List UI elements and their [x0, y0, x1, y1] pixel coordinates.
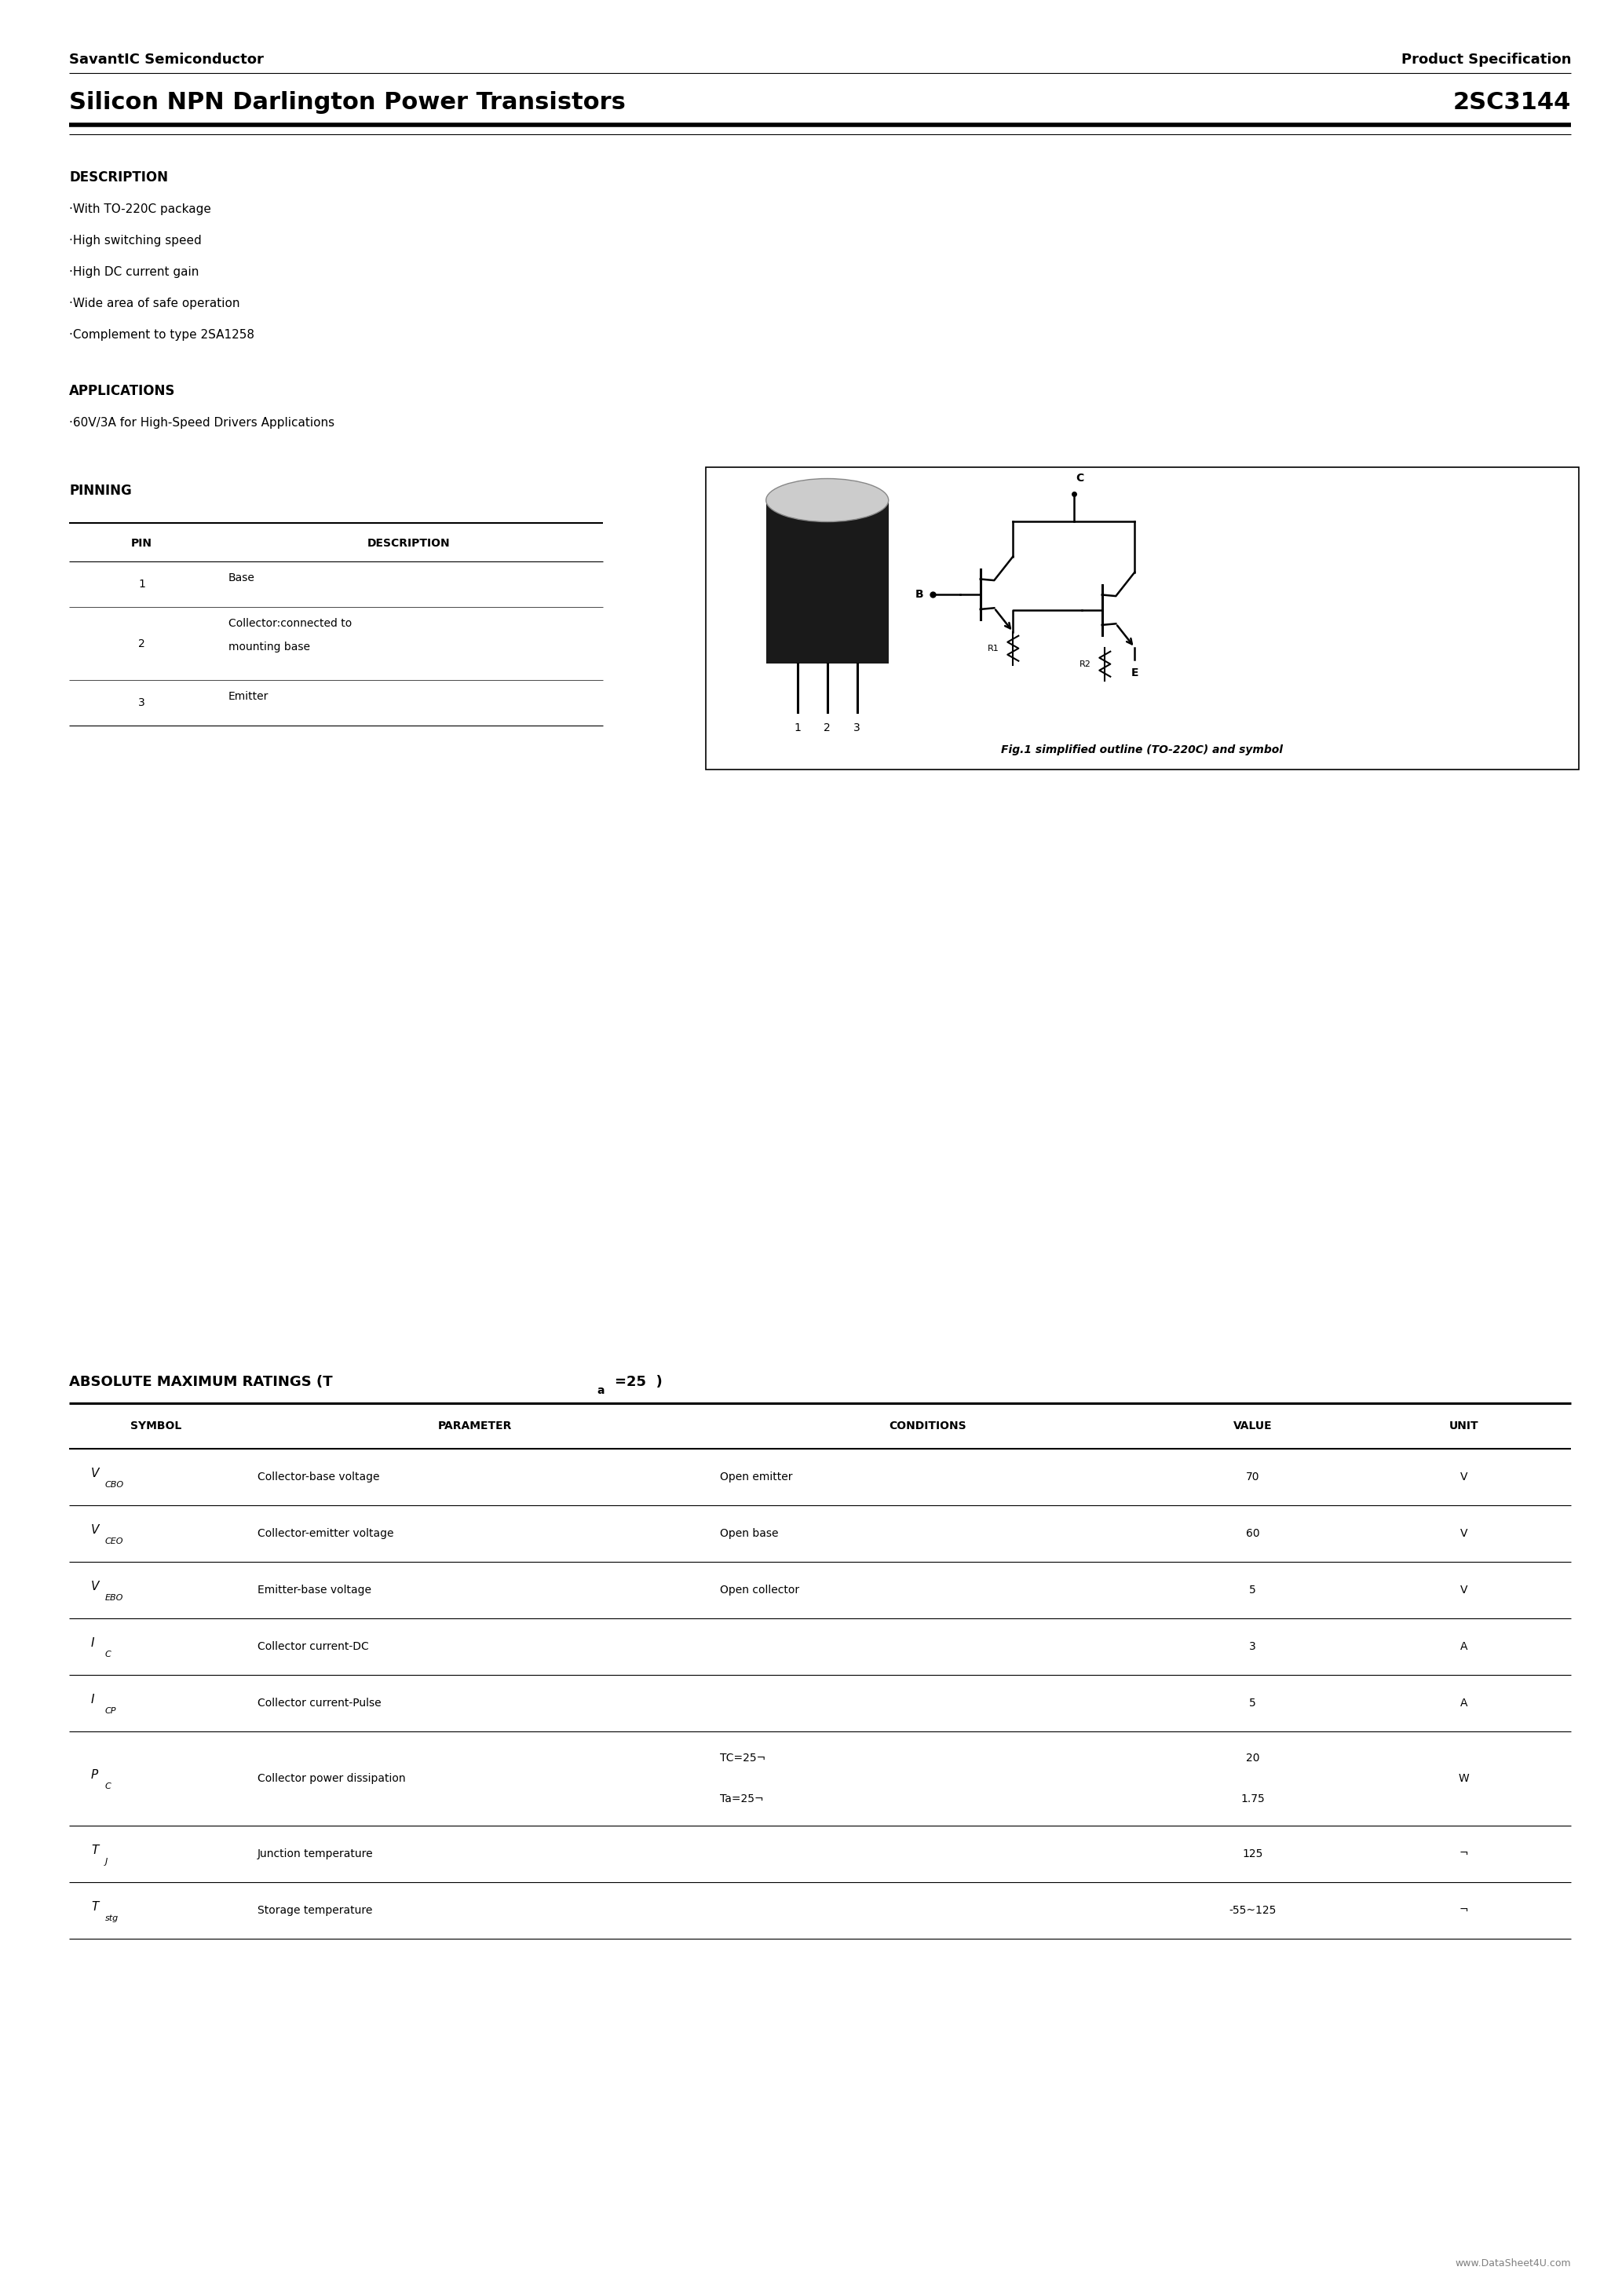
Text: ABSOLUTE MAXIMUM RATINGS (T: ABSOLUTE MAXIMUM RATINGS (T: [70, 1375, 333, 1389]
Text: Collector-emitter voltage: Collector-emitter voltage: [258, 1529, 394, 1538]
Text: V: V: [91, 1525, 99, 1536]
Text: ·High DC current gain: ·High DC current gain: [70, 266, 200, 278]
Text: PARAMETER: PARAMETER: [438, 1421, 511, 1430]
Text: CBO: CBO: [105, 1481, 125, 1488]
Text: W: W: [1458, 1773, 1470, 1784]
Text: 70: 70: [1246, 1472, 1259, 1483]
Text: VALUE: VALUE: [1233, 1421, 1272, 1430]
Text: CONDITIONS: CONDITIONS: [889, 1421, 967, 1430]
Text: C: C: [1075, 473, 1083, 484]
Text: V: V: [91, 1580, 99, 1591]
Text: 3: 3: [138, 698, 144, 709]
Text: APPLICATIONS: APPLICATIONS: [70, 383, 175, 397]
Text: =25  ): =25 ): [615, 1375, 662, 1389]
Text: ·With TO-220C package: ·With TO-220C package: [70, 204, 211, 216]
Text: 2SC3144: 2SC3144: [1453, 92, 1572, 115]
Text: I: I: [91, 1637, 94, 1649]
Text: UNIT: UNIT: [1448, 1421, 1478, 1430]
Text: CEO: CEO: [105, 1538, 123, 1545]
Text: Storage temperature: Storage temperature: [258, 1906, 373, 1915]
Text: V: V: [91, 1467, 99, 1479]
Text: V: V: [1460, 1529, 1468, 1538]
Text: Open emitter: Open emitter: [720, 1472, 793, 1483]
Text: C: C: [105, 1651, 112, 1658]
Text: 1: 1: [793, 723, 801, 732]
Text: Collector current-Pulse: Collector current-Pulse: [258, 1697, 381, 1708]
Text: ·60V/3A for High-Speed Drivers Applications: ·60V/3A for High-Speed Drivers Applicati…: [70, 418, 334, 429]
Text: Open collector: Open collector: [720, 1584, 800, 1596]
Text: 3: 3: [1249, 1642, 1255, 1653]
Text: Base: Base: [229, 572, 255, 583]
Text: Product Specification: Product Specification: [1401, 53, 1572, 67]
Text: 2: 2: [824, 723, 830, 732]
Text: T: T: [91, 1901, 99, 1913]
Text: 5: 5: [1249, 1697, 1255, 1708]
Text: 60: 60: [1246, 1529, 1260, 1538]
Text: DESCRIPTION: DESCRIPTION: [70, 170, 169, 184]
Text: a: a: [597, 1384, 603, 1396]
Text: stg: stg: [105, 1915, 118, 1922]
Text: EBO: EBO: [105, 1593, 123, 1603]
Text: www.DataSheet4U.com: www.DataSheet4U.com: [1455, 2259, 1572, 2268]
Text: 125: 125: [1242, 1848, 1264, 1860]
Text: Collector current-DC: Collector current-DC: [258, 1642, 368, 1653]
Text: Ta=25¬: Ta=25¬: [720, 1793, 764, 1805]
Text: J: J: [105, 1857, 107, 1867]
Bar: [766, 503, 889, 664]
Text: ·Wide area of safe operation: ·Wide area of safe operation: [70, 298, 240, 310]
Text: 1.75: 1.75: [1241, 1793, 1265, 1805]
Text: mounting base: mounting base: [229, 643, 310, 652]
Text: V: V: [1460, 1584, 1468, 1596]
Text: 3: 3: [853, 723, 861, 732]
Text: ·High switching speed: ·High switching speed: [70, 234, 201, 246]
Text: Collector-base voltage: Collector-base voltage: [258, 1472, 380, 1483]
Text: Emitter-base voltage: Emitter-base voltage: [258, 1584, 371, 1596]
Text: A: A: [1460, 1697, 1468, 1708]
Text: TC=25¬: TC=25¬: [720, 1752, 766, 1763]
Text: 1: 1: [138, 579, 146, 590]
Text: E: E: [1131, 668, 1139, 677]
Text: B: B: [915, 588, 923, 599]
Text: Open base: Open base: [720, 1529, 779, 1538]
Text: I: I: [91, 1694, 94, 1706]
Text: Fig.1 simplified outline (TO-220C) and symbol: Fig.1 simplified outline (TO-220C) and s…: [1001, 744, 1283, 755]
Text: DESCRIPTION: DESCRIPTION: [367, 537, 449, 549]
Text: Silicon NPN Darlington Power Transistors: Silicon NPN Darlington Power Transistors: [70, 92, 626, 115]
Text: T: T: [91, 1844, 99, 1855]
Text: ·Complement to type 2SA1258: ·Complement to type 2SA1258: [70, 328, 255, 340]
Text: Emitter: Emitter: [229, 691, 269, 703]
Text: 5: 5: [1249, 1584, 1255, 1596]
Ellipse shape: [766, 478, 889, 521]
Text: 20: 20: [1246, 1752, 1259, 1763]
Text: PIN: PIN: [131, 537, 152, 549]
Text: PINNING: PINNING: [70, 484, 131, 498]
Bar: [706, 466, 1578, 769]
Text: C: C: [105, 1782, 112, 1791]
Text: P: P: [91, 1768, 99, 1779]
Text: R1: R1: [988, 645, 999, 652]
Text: SYMBOL: SYMBOL: [131, 1421, 182, 1430]
Text: A: A: [1460, 1642, 1468, 1653]
Text: R2: R2: [1079, 661, 1090, 668]
Text: ¬: ¬: [1460, 1906, 1468, 1915]
Text: CP: CP: [105, 1708, 117, 1715]
Text: Junction temperature: Junction temperature: [258, 1848, 373, 1860]
Text: Collector:connected to: Collector:connected to: [229, 618, 352, 629]
Text: V: V: [1460, 1472, 1468, 1483]
Text: SavantIC Semiconductor: SavantIC Semiconductor: [70, 53, 264, 67]
Text: -55~125: -55~125: [1229, 1906, 1277, 1915]
Text: 2: 2: [138, 638, 144, 650]
Text: Collector power dissipation: Collector power dissipation: [258, 1773, 406, 1784]
Text: ¬: ¬: [1460, 1848, 1468, 1860]
